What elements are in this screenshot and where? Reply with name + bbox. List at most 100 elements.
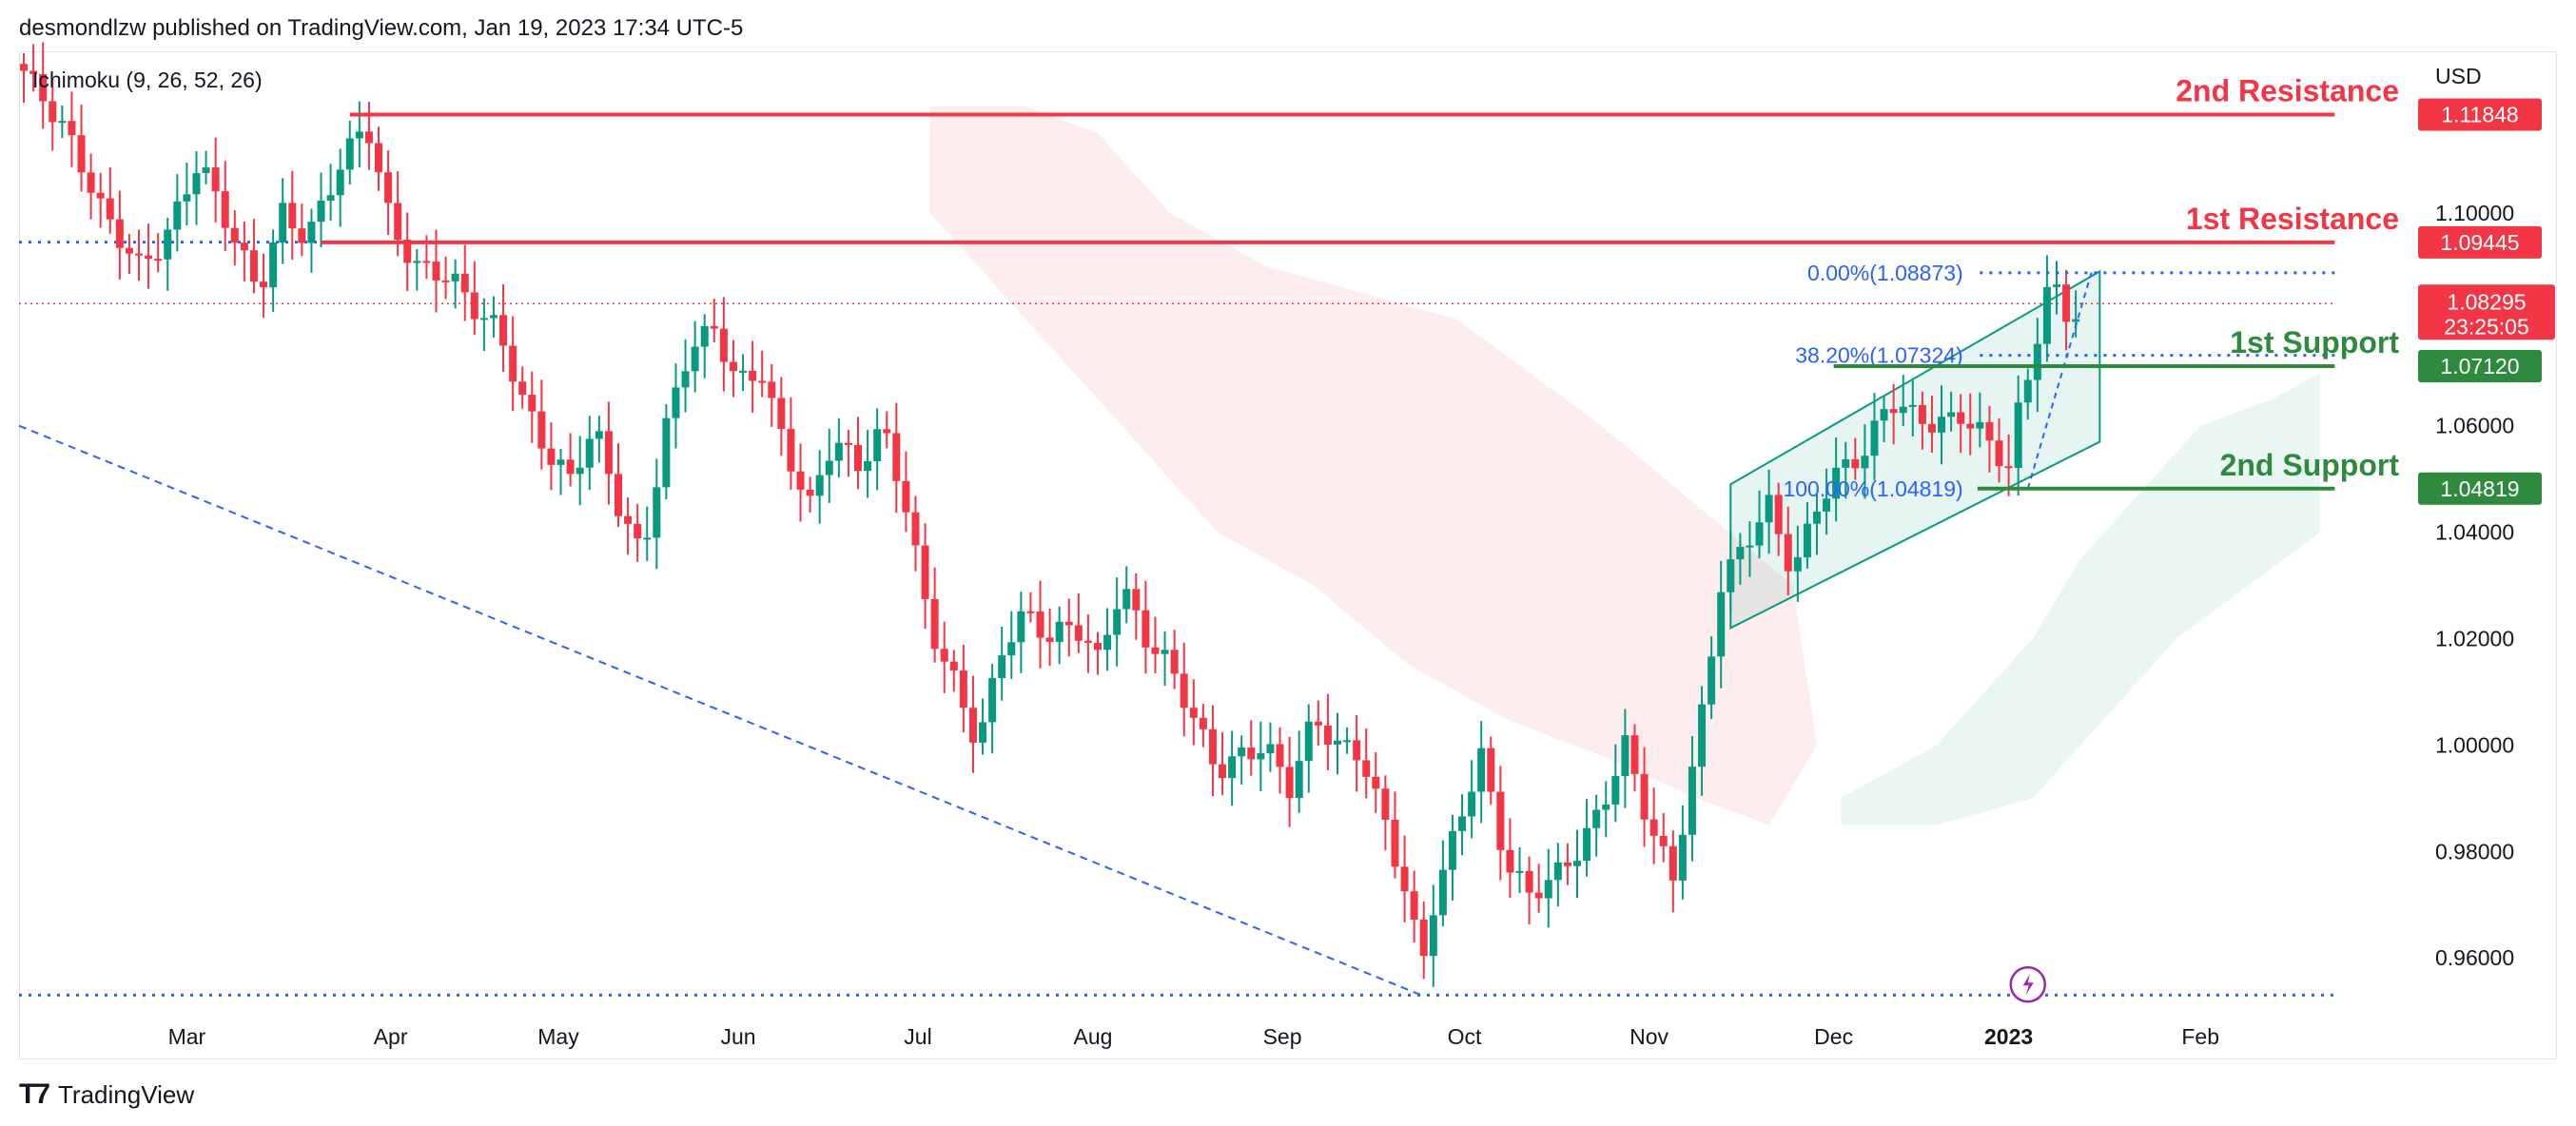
x-tick-label: Nov xyxy=(1630,1024,1669,1049)
candle-body xyxy=(1372,776,1380,789)
candle-body xyxy=(2062,284,2071,322)
candle-body xyxy=(2042,286,2051,344)
level-price-tag-3 xyxy=(2418,350,2542,383)
x-tick-label: Jun xyxy=(720,1024,755,1049)
candle-body xyxy=(1487,747,1495,792)
candle-body xyxy=(576,467,584,475)
level-price-1: 1.11848 xyxy=(2441,102,2518,126)
last-price-countdown: 23:25:05 xyxy=(2444,314,2529,339)
level-title-3: 1st Support xyxy=(2230,325,2399,359)
candle-body xyxy=(375,143,382,173)
x-tick-label: Aug xyxy=(1073,1024,1112,1049)
candle-body xyxy=(403,240,412,263)
candle-body xyxy=(1448,830,1456,870)
candle-body xyxy=(1007,642,1016,656)
candle-body xyxy=(345,138,354,170)
candle-body xyxy=(221,191,229,228)
candle-body xyxy=(20,64,29,71)
candle-body xyxy=(1438,869,1447,916)
candle-body xyxy=(911,512,920,546)
candle-body xyxy=(1736,547,1745,560)
candle-body xyxy=(58,121,67,124)
candle-body xyxy=(968,708,977,743)
candle-body xyxy=(432,262,440,281)
candle-body xyxy=(240,243,248,251)
candle-body xyxy=(1257,753,1265,760)
candle-body xyxy=(2072,319,2080,322)
candle-body xyxy=(1813,511,1821,524)
candle-body xyxy=(1889,409,1898,414)
candle-body xyxy=(115,219,124,248)
candle-body xyxy=(729,361,737,372)
candle-body xyxy=(1036,612,1044,638)
candle-body xyxy=(29,70,38,74)
candle-body xyxy=(288,203,297,229)
candle-body xyxy=(681,371,690,388)
candle-body xyxy=(202,167,210,174)
candle-body xyxy=(441,280,450,282)
candle-body xyxy=(509,345,517,382)
y-tick-label: 0.96000 xyxy=(2435,945,2514,970)
publish-info: desmondlzw published on TradingView.com,… xyxy=(19,15,744,41)
candle-body xyxy=(1208,728,1217,765)
candle-body xyxy=(1784,534,1792,572)
candle-body xyxy=(1870,420,1879,456)
candle-body xyxy=(1304,721,1313,762)
candle-body xyxy=(1544,880,1552,899)
candle-body xyxy=(719,328,728,362)
candle-body xyxy=(279,203,287,243)
candle-body xyxy=(1410,891,1418,921)
axis-currency: USD xyxy=(2435,64,2482,88)
candle-body xyxy=(758,380,767,383)
y-tick-label: 1.04000 xyxy=(2435,520,2514,545)
candle-body xyxy=(87,172,95,193)
candle-body xyxy=(394,203,402,241)
candle-body xyxy=(1957,412,1965,424)
candle-body xyxy=(1966,423,1975,429)
candle-body xyxy=(135,253,143,256)
candle-body xyxy=(39,73,48,102)
candle-body xyxy=(2053,284,2060,287)
candle-body xyxy=(2023,379,2032,403)
candle-body xyxy=(96,192,105,199)
candle-body xyxy=(1506,849,1514,873)
candle-body xyxy=(145,255,153,260)
candle-body xyxy=(1927,423,1936,433)
candle-body xyxy=(1247,747,1256,760)
candle-body xyxy=(998,655,1006,679)
candle-body xyxy=(183,194,191,202)
candle-body xyxy=(547,448,556,465)
candle-body xyxy=(615,474,622,516)
candle-body xyxy=(595,431,603,439)
candle-body xyxy=(1045,637,1054,642)
candle-body xyxy=(1219,764,1227,779)
fib-trend-line xyxy=(2026,268,2094,490)
candle-body xyxy=(260,282,268,288)
candle-body xyxy=(940,649,948,662)
y-tick-label: 1.06000 xyxy=(2435,414,2514,438)
candle-body xyxy=(2014,402,2022,468)
fib-label-382: 38.20%(1.07324) xyxy=(1795,343,1962,368)
candle-body xyxy=(1861,456,1869,469)
candle-body xyxy=(1122,589,1131,610)
candle-body xyxy=(1669,845,1677,881)
candle-body xyxy=(307,222,316,243)
candle-body xyxy=(413,261,421,263)
candle-body xyxy=(959,670,967,709)
candle-body xyxy=(566,459,575,475)
chart-panel[interactable] xyxy=(19,51,2557,1059)
candle-body xyxy=(710,325,718,329)
candle-body xyxy=(1899,406,1907,414)
candle-body xyxy=(1017,611,1025,643)
candle-body xyxy=(1640,773,1649,820)
candle-body xyxy=(1228,756,1237,779)
candle-body xyxy=(1353,740,1361,761)
candle-body xyxy=(1419,920,1428,957)
candle-body xyxy=(1947,412,1956,417)
ichimoku-cloud-bearish xyxy=(929,106,1817,825)
candle-body xyxy=(460,273,469,293)
candle-body xyxy=(979,722,987,743)
candle-body xyxy=(883,429,891,434)
candle-body xyxy=(653,487,661,538)
